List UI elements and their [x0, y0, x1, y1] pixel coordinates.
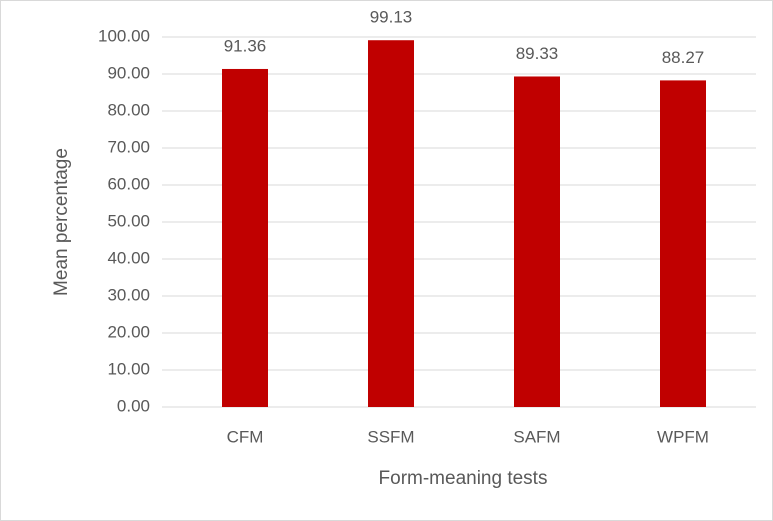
- y-tick-label: 80.00: [107, 100, 150, 119]
- bar: [222, 68, 268, 407]
- data-label: 88.27: [662, 48, 705, 67]
- x-axis-title: Form-meaning tests: [379, 468, 548, 489]
- y-tick-label: 100.00: [98, 26, 150, 45]
- x-tick-label: SSFM: [367, 427, 414, 446]
- y-tick-label: 60.00: [107, 174, 150, 193]
- data-label: 99.13: [370, 8, 413, 27]
- x-tick-label: SAFM: [513, 427, 560, 446]
- bar: [368, 40, 414, 408]
- y-tick-label: 30.00: [107, 285, 150, 304]
- bar: [514, 76, 560, 407]
- data-label: 91.36: [224, 36, 267, 55]
- y-axis-title: Mean percentage: [51, 148, 72, 296]
- x-tick-label: WPFM: [657, 427, 709, 446]
- x-tick-label: CFM: [227, 427, 264, 446]
- y-tick-label: 0.00: [117, 396, 150, 415]
- y-tick-label: 20.00: [107, 322, 150, 341]
- y-tick-label: 50.00: [107, 211, 150, 230]
- data-label: 89.33: [516, 44, 559, 63]
- y-tick-label: 70.00: [107, 137, 150, 156]
- y-tick-label: 40.00: [107, 248, 150, 267]
- bar: [660, 80, 706, 407]
- y-tick-label: 90.00: [107, 63, 150, 82]
- y-tick-label: 10.00: [107, 359, 150, 378]
